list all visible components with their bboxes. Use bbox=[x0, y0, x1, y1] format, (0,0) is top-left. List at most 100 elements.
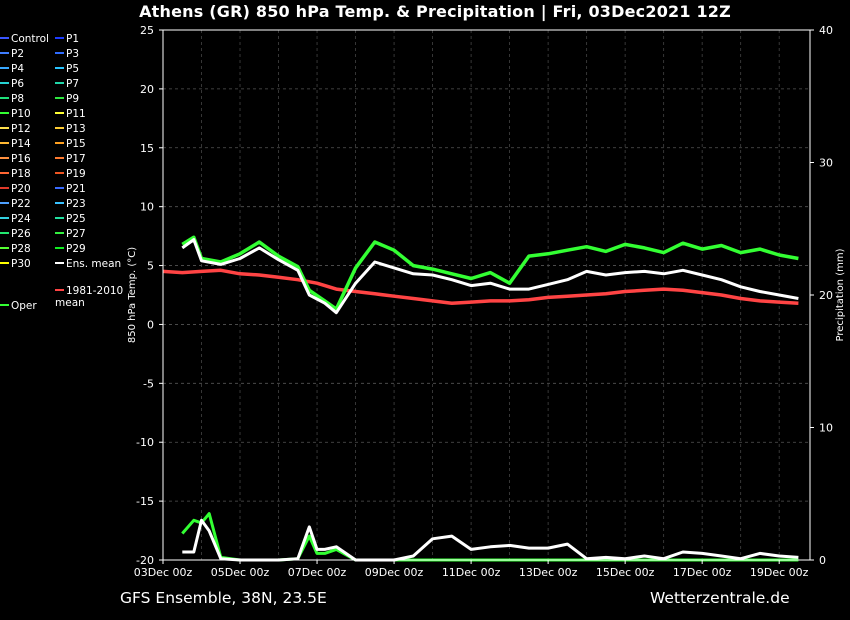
x-tick-label: 09Dec 00z bbox=[365, 566, 424, 579]
legend-item: P13 bbox=[55, 123, 86, 135]
ens-mean-precip-line bbox=[182, 518, 799, 562]
legend-item: P20 bbox=[0, 183, 31, 195]
legend-item: P27 bbox=[55, 228, 86, 240]
y-tick-label: -5 bbox=[143, 377, 154, 390]
legend-swatch bbox=[0, 304, 9, 306]
legend-label: P28 bbox=[11, 243, 31, 255]
legend-label: P14 bbox=[11, 138, 31, 150]
legend-item: P5 bbox=[55, 63, 79, 75]
legend-item: P29 bbox=[55, 243, 86, 255]
legend-item: P30 bbox=[0, 258, 31, 270]
legend-swatch bbox=[0, 112, 9, 114]
legend-swatch bbox=[0, 97, 9, 99]
legend-label: P18 bbox=[11, 168, 31, 180]
legend-swatch bbox=[0, 157, 9, 159]
legend-swatch bbox=[55, 247, 64, 249]
legend-item: P10 bbox=[0, 108, 31, 120]
chart-canvas: -20 -15 -10 -5 0 5 10 15 20 25 0 10 20 30 40 03Dec 00z 0… bbox=[127, 24, 846, 579]
legend-swatch bbox=[55, 202, 64, 204]
legend-label: P10 bbox=[11, 108, 31, 120]
y-tick-label: 0 bbox=[147, 318, 154, 331]
legend-item: P8 bbox=[0, 93, 24, 105]
x-tick-label: 05Dec 00z bbox=[211, 566, 270, 579]
y-tick-label: -20 bbox=[136, 554, 154, 567]
legend-label: P27 bbox=[66, 228, 86, 240]
y-axis-title: 850 hPa Temp. (°C) bbox=[127, 247, 138, 343]
climate-mean-line bbox=[162, 268, 799, 305]
legend-item: P15 bbox=[55, 138, 86, 150]
legend-item: P17 bbox=[55, 153, 86, 165]
y-tick-label: -15 bbox=[136, 495, 154, 508]
legend-label: P8 bbox=[11, 93, 25, 105]
legend-item: P9 bbox=[55, 93, 79, 105]
legend-swatch bbox=[0, 202, 9, 204]
legend-label: P9 bbox=[66, 93, 80, 105]
legend-item: P14 bbox=[0, 138, 31, 150]
y-tick-label: 20 bbox=[140, 83, 154, 96]
legend-item: 1981-2010 mean bbox=[55, 285, 123, 309]
chart-title: Athens (GR) 850 hPa Temp. & Precipitatio… bbox=[139, 2, 731, 21]
legend-item: P1 bbox=[55, 33, 79, 45]
legend-label: P13 bbox=[66, 123, 86, 135]
y2-tick-label: 10 bbox=[819, 422, 833, 435]
legend-swatch bbox=[55, 52, 64, 54]
chart-legend: Control P1 P2 P3 P4 P5 P6 P7 P8 P9 P10 P11 P12 P13 P14… bbox=[0, 33, 130, 333]
legend-swatch bbox=[55, 289, 64, 291]
legend-swatch bbox=[55, 262, 64, 264]
legend-swatch bbox=[55, 232, 64, 234]
oper-temp-line bbox=[181, 235, 799, 311]
x-tick-label: 11Dec 00z bbox=[442, 566, 501, 579]
legend-item: P21 bbox=[55, 183, 86, 195]
legend-item: P25 bbox=[55, 213, 86, 225]
legend-swatch bbox=[0, 37, 9, 39]
legend-item: P6 bbox=[0, 78, 24, 90]
legend-item: P26 bbox=[0, 228, 31, 240]
legend-swatch bbox=[55, 37, 64, 39]
legend-swatch bbox=[0, 172, 9, 174]
legend-item: P24 bbox=[0, 213, 31, 225]
legend-swatch bbox=[55, 217, 64, 219]
legend-label: P29 bbox=[66, 243, 86, 255]
legend-label: P20 bbox=[11, 183, 31, 195]
legend-item: Oper bbox=[0, 300, 37, 312]
legend-label: 1981-2010 mean bbox=[55, 285, 124, 309]
legend-label: P24 bbox=[11, 213, 31, 225]
legend-item: Ens. mean bbox=[55, 258, 121, 270]
legend-label: P19 bbox=[66, 168, 86, 180]
y2-tick-label: 20 bbox=[819, 289, 833, 302]
y2-tick-label: 0 bbox=[819, 554, 826, 567]
legend-label: P17 bbox=[66, 153, 86, 165]
legend-item: P16 bbox=[0, 153, 31, 165]
y2-axis-title: Precipitation (mm) bbox=[835, 248, 846, 341]
legend-label: P30 bbox=[11, 258, 31, 270]
y-tick-label: 5 bbox=[147, 260, 154, 273]
legend-swatch bbox=[55, 82, 64, 84]
legend-swatch bbox=[55, 127, 64, 129]
legend-swatch bbox=[55, 157, 64, 159]
legend-swatch bbox=[0, 187, 9, 189]
legend-label: P3 bbox=[66, 48, 80, 60]
legend-label: P5 bbox=[66, 63, 80, 75]
legend-swatch bbox=[0, 67, 9, 69]
legend-item: P4 bbox=[0, 63, 24, 75]
legend-label: P23 bbox=[66, 198, 86, 210]
legend-swatch bbox=[0, 52, 9, 54]
legend-swatch bbox=[55, 67, 64, 69]
y-tick-label: 25 bbox=[140, 24, 154, 37]
legend-label: P7 bbox=[66, 78, 80, 90]
legend-label: Control bbox=[11, 33, 49, 45]
legend-label: P12 bbox=[11, 123, 31, 135]
legend-swatch bbox=[55, 187, 64, 189]
legend-label: P25 bbox=[66, 213, 86, 225]
ens-mean-temp-line bbox=[181, 238, 799, 315]
y-tick-label: 15 bbox=[140, 142, 154, 155]
legend-item: P7 bbox=[55, 78, 79, 90]
legend-swatch bbox=[0, 142, 9, 144]
legend-label: P6 bbox=[11, 78, 25, 90]
legend-item: Control bbox=[0, 33, 49, 45]
legend-swatch bbox=[0, 232, 9, 234]
footer-site-name: Wetterzentrale.de bbox=[650, 589, 790, 607]
y2-tick-label: 40 bbox=[819, 24, 833, 37]
series-layer bbox=[162, 235, 799, 562]
legend-item: P19 bbox=[55, 168, 86, 180]
